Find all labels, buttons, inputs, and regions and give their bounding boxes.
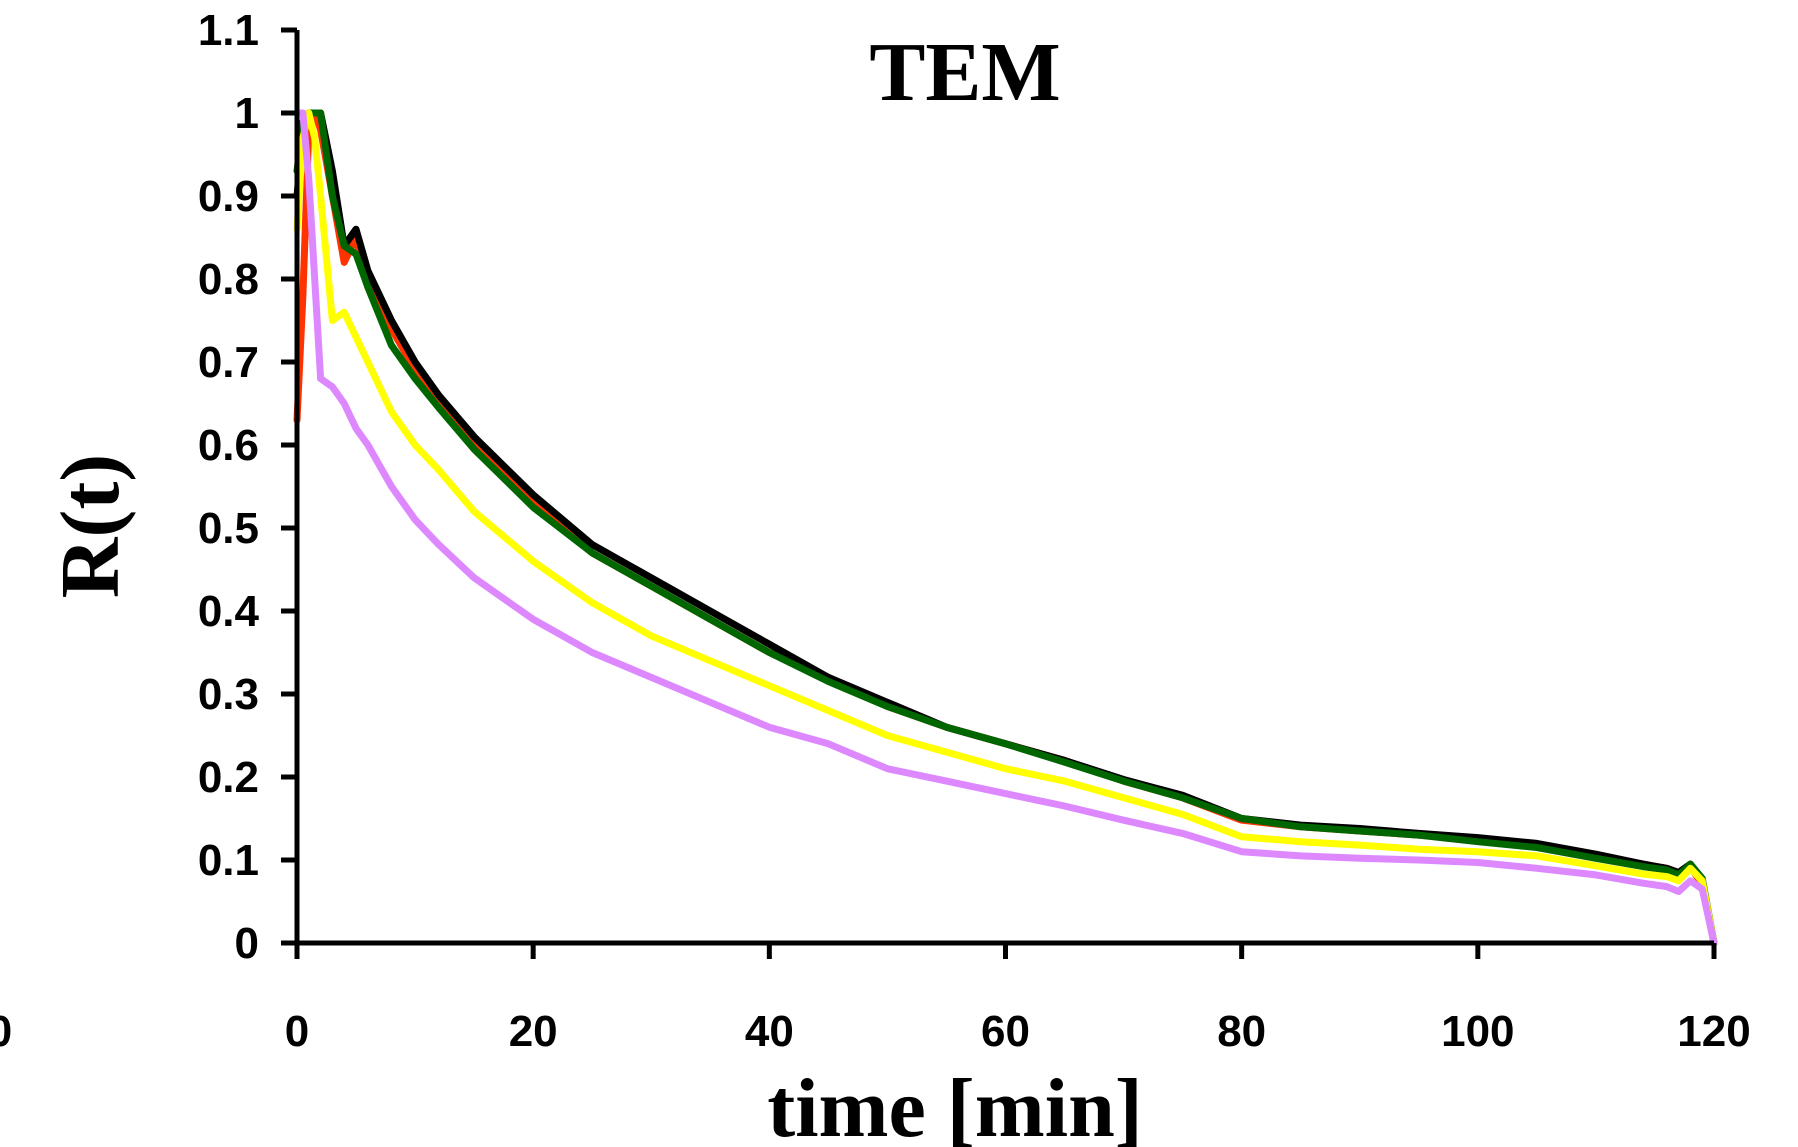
x-tick-label: 100 bbox=[1441, 1007, 1514, 1056]
axes-layer: 0 0.1 0.2 0.3 0.4 0.5 0.6 0.7 0.8 0.9 1 1.1 0 20 40 60 8… bbox=[198, 6, 1751, 1056]
y-tick-label: 1.1 bbox=[198, 6, 259, 55]
series-line-2 bbox=[293, 109, 1718, 947]
y-tick-label: 0.1 bbox=[198, 836, 259, 885]
x-tick-label-offscreen: 0 bbox=[0, 1007, 12, 1056]
y-tick-label: 0.3 bbox=[198, 670, 259, 719]
series-line-3 bbox=[293, 109, 1718, 947]
y-tick-label: 0 bbox=[235, 919, 259, 968]
x-tick-label: 120 bbox=[1677, 1007, 1750, 1056]
x-tick-label: 80 bbox=[1217, 1007, 1266, 1056]
x-tick-label: 0 bbox=[285, 1007, 309, 1056]
y-axis-title: R(t) bbox=[44, 454, 137, 599]
y-tick-label: 0.7 bbox=[198, 338, 259, 387]
x-tick-label: 40 bbox=[745, 1007, 794, 1056]
y-tick-label: 1 bbox=[235, 89, 259, 138]
y-tick-label: 0.5 bbox=[198, 504, 259, 553]
x-tick-label: 20 bbox=[509, 1007, 558, 1056]
y-tick-label: 0.4 bbox=[198, 587, 260, 636]
x-axis-title: time [min] bbox=[767, 1062, 1143, 1147]
x-tick-label: 60 bbox=[981, 1007, 1030, 1056]
y-tick-label: 0.6 bbox=[198, 421, 259, 470]
series-layer bbox=[293, 109, 1718, 947]
chart-title: TEM bbox=[869, 26, 1060, 119]
series-line-1 bbox=[293, 109, 1718, 947]
y-tick-label: 0.8 bbox=[198, 255, 259, 304]
series-line-4 bbox=[293, 109, 1718, 947]
series-line-5 bbox=[293, 109, 1718, 947]
y-tick-label: 0.2 bbox=[198, 753, 259, 802]
y-tick-label: 0.9 bbox=[198, 172, 259, 221]
